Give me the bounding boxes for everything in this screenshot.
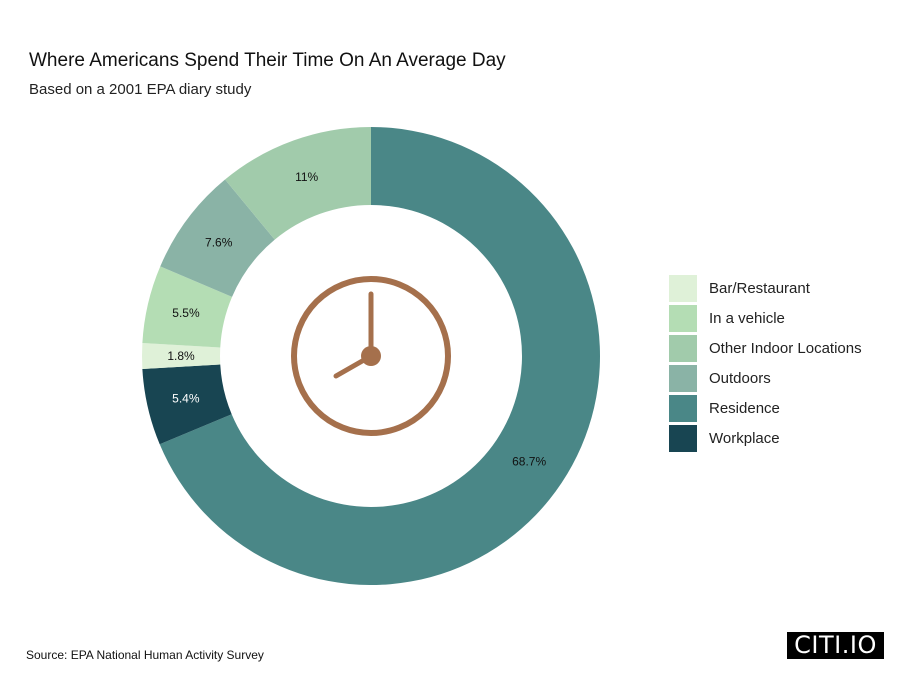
legend-item: Bar/Restaurant (669, 273, 862, 303)
legend-item: Residence (669, 393, 862, 423)
clock-icon (291, 276, 451, 436)
slice-other-indoor-locations (225, 127, 371, 240)
legend-swatch (669, 424, 697, 452)
legend-label: Bar/Restaurant (709, 279, 810, 297)
legend-swatch (669, 274, 697, 302)
legend-swatch (669, 394, 697, 422)
chart-title: Where Americans Spend Their Time On An A… (29, 50, 506, 71)
chart-subtitle: Based on a 2001 EPA diary study (29, 81, 252, 98)
legend-swatch (669, 304, 697, 332)
legend-label: In a vehicle (709, 309, 785, 327)
slice-residence (159, 127, 600, 585)
citi-io-logo: CITI.IO (787, 632, 884, 659)
slice-label-in-a-vehicle: 5.5% (172, 306, 200, 320)
slice-label-bar-restaurant: 1.8% (167, 349, 195, 363)
legend-swatch (669, 334, 697, 362)
legend-item: Other Indoor Locations (669, 333, 862, 363)
legend-item: Workplace (669, 423, 862, 453)
legend-item: Outdoors (669, 363, 862, 393)
donut-slice-labels: 68.7% 5.4% 1.8% 5.5% 7.6% 11% (167, 170, 546, 468)
slice-label-outdoors: 7.6% (205, 235, 233, 249)
slice-label-residence: 68.7% (512, 454, 546, 468)
legend-label: Other Indoor Locations (709, 339, 862, 357)
slice-label-workplace: 5.4% (172, 392, 200, 406)
donut-slices (142, 127, 600, 585)
legend-label: Residence (709, 399, 780, 417)
slice-label-other-indoor-locations: 11% (295, 170, 318, 184)
legend-swatch (669, 364, 697, 392)
slice-in-a-vehicle (142, 266, 233, 348)
slice-workplace (142, 364, 232, 445)
legend-label: Workplace (709, 429, 780, 447)
slice-bar-restaurant (142, 343, 221, 369)
legend-label: Outdoors (709, 369, 771, 387)
slice-outdoors (160, 179, 275, 297)
source-note: Source: EPA National Human Activity Surv… (26, 648, 264, 662)
legend-item: In a vehicle (669, 303, 862, 333)
chart-legend: Bar/Restaurant In a vehicle Other Indoor L… (669, 273, 862, 453)
